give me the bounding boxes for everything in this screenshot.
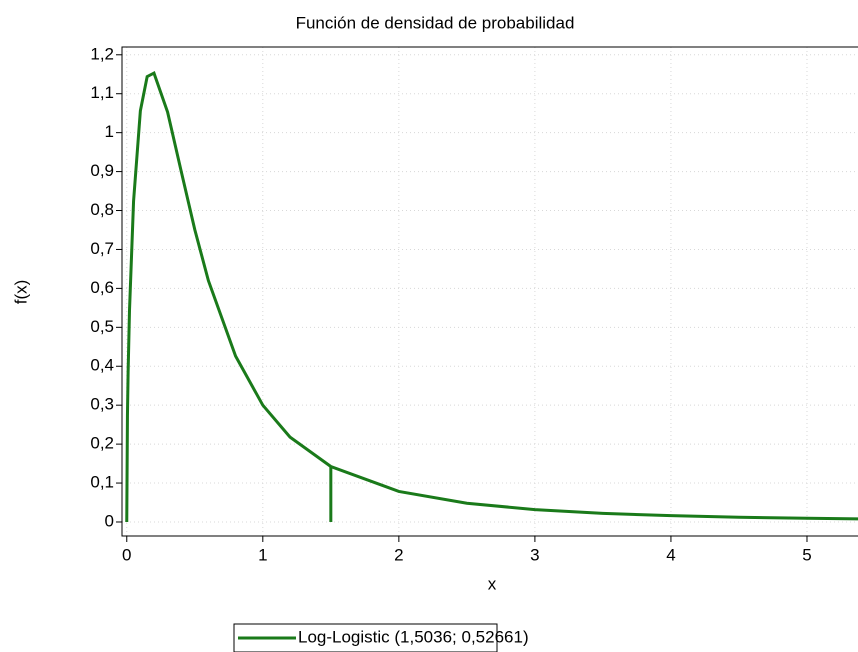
y-tick-label: 0,6 [90, 278, 114, 297]
y-tick-label: 0,1 [90, 473, 114, 492]
y-tick-label: 0,5 [90, 317, 114, 336]
x-axis-label: x [488, 574, 497, 593]
y-tick-label: 0,7 [90, 239, 114, 258]
y-tick-label: 1 [105, 122, 114, 141]
x-tick-label: 1 [258, 545, 267, 564]
y-tick-label: 0 [105, 511, 114, 530]
x-tick-label: 2 [394, 545, 403, 564]
y-tick-label: 0,2 [90, 434, 114, 453]
line-series [125, 70, 858, 522]
y-tick-label: 1,1 [90, 83, 114, 102]
chart-title: Función de densidad de probabilidad [296, 13, 575, 32]
y-tick-label: 0,3 [90, 395, 114, 414]
legend-label: Log-Logistic (1,5036; 0,52661) [298, 627, 529, 646]
y-tick-label: 0,8 [90, 200, 114, 219]
x-tick-label: 0 [122, 545, 131, 564]
y-axis-label: f(x) [11, 280, 30, 305]
x-tick-label: 5 [802, 545, 811, 564]
x-tick-label: 3 [530, 545, 539, 564]
y-tick-label: 1,2 [90, 44, 114, 63]
y-tick-label: 0,4 [90, 356, 114, 375]
x-tick-label: 4 [666, 545, 675, 564]
y-tick-label: 0,9 [90, 161, 114, 180]
plot-frame [121, 46, 858, 537]
